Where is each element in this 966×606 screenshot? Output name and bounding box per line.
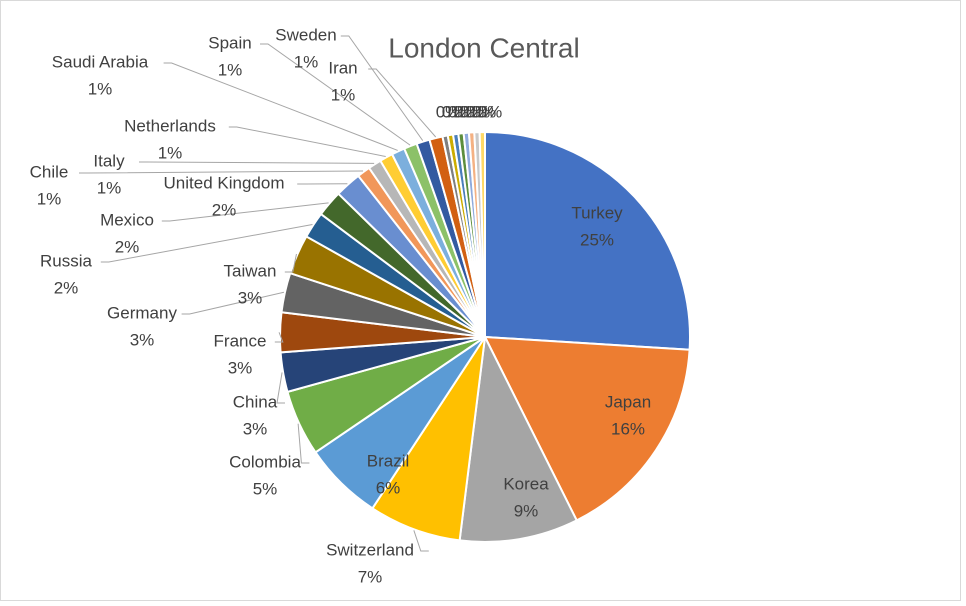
slice-value-label: 1% [97,178,122,197]
slice-label: Netherlands [124,116,216,135]
slice-value-label: 1% [218,60,243,79]
slice-label: Russia [40,251,93,270]
slice-value-label: 3% [238,288,263,307]
slice-value-label: 0% [478,102,503,121]
slice-label: Switzerland [326,540,414,559]
slice-label: Japan [605,392,651,411]
slice-value-label: 2% [54,278,79,297]
slice-label: Mexico [100,210,154,229]
slice-value-label: 25% [580,230,614,249]
chart-title: London Central [388,32,579,63]
slice-value-label: 7% [358,567,383,586]
slice-label: Brazil [367,451,410,470]
slice-label: Iran [328,58,357,77]
slice-label: France [214,331,267,350]
slice-value-label: 16% [611,419,645,438]
slice-value-label: 9% [514,501,539,520]
slice-value-label: 1% [88,79,113,98]
slice-label: Saudi Arabia [52,52,149,71]
slice-value-label: 1% [158,143,183,162]
slice-label: United Kingdom [164,173,285,192]
slice-value-label: 3% [243,419,268,438]
slice-label: Spain [208,33,251,52]
slice-value-label: 5% [253,479,278,498]
slice-label: Turkey [571,203,623,222]
slice-value-label: 1% [331,85,356,104]
slice-label: Chile [30,162,69,181]
slice-label: China [233,392,278,411]
slice-value-label: 2% [212,200,237,219]
slice-value-label: 6% [376,478,401,497]
slice-value-label: 3% [228,358,253,377]
slice-label: Italy [93,151,125,170]
slice-value-label: 2% [115,237,140,256]
slice-label: Korea [503,474,549,493]
slice-label: Sweden [275,25,336,44]
slice-value-label: 1% [294,52,319,71]
slice-value-label: 3% [130,330,155,349]
slice-label: Colombia [229,452,301,471]
slice-value-label: 1% [37,189,62,208]
slice-label: Taiwan [224,261,277,280]
slice-label: Germany [107,303,177,322]
